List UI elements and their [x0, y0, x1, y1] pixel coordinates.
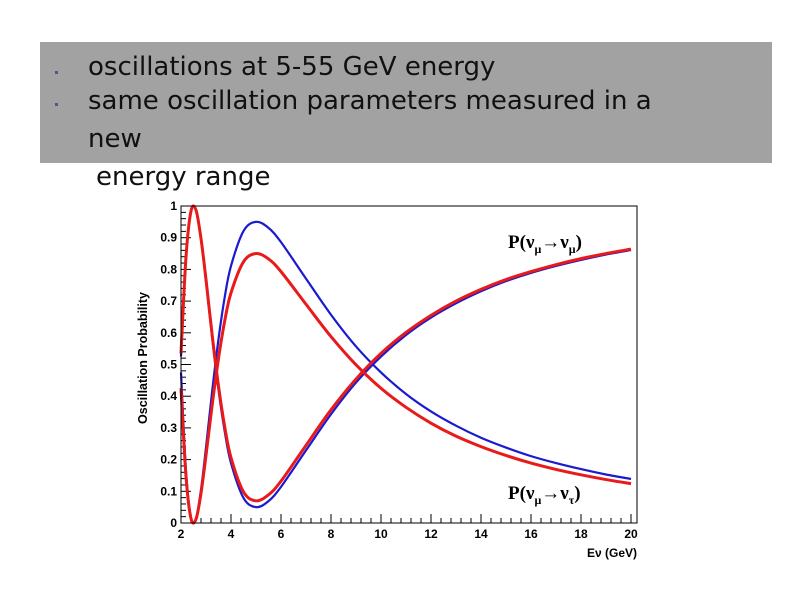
bullet-icon: [55, 103, 58, 106]
series-line-1: [179, 220, 632, 525]
bullet-text-1: oscillations at 5-55 GeV energy: [88, 52, 496, 82]
survival-label: P(νμ→νμ): [508, 232, 582, 256]
y-tick-label: 0.4: [160, 389, 177, 403]
x-tick-label: 20: [624, 527, 638, 541]
bullet-text-2-cont: new: [88, 124, 142, 154]
x-tick-label: 10: [374, 527, 388, 541]
y-axis-label: Oscillation Probability: [136, 292, 150, 424]
x-tick-label: 2: [178, 527, 185, 541]
series-line-2: [179, 204, 632, 503]
x-tick-label: 6: [278, 527, 285, 541]
appearance-label: P(νμ→ντ): [508, 483, 581, 507]
axes: 2 4 6 8 10 12 14 16 18 20 0 0.1 0.2 0.3 0.4 0.5 0.6 0.7 0.…: [160, 199, 638, 541]
highlight-box: [40, 42, 772, 163]
y-tick-label: 0.2: [160, 453, 177, 467]
y-tick-label: 0.3: [160, 421, 177, 435]
bullet-text-2: same oscillation parameters measured in …: [88, 86, 652, 116]
y-tick-label: 0.6: [160, 326, 177, 340]
y-tick-label: 0.7: [160, 294, 177, 308]
y-tick-label: 0.5: [160, 358, 177, 372]
series-line-3: [179, 252, 632, 525]
y-tick-label: 0: [170, 516, 177, 530]
bullet-text-3: energy range: [96, 162, 271, 192]
bullet-icon: [55, 71, 58, 74]
curves: [179, 204, 632, 525]
x-axis-label: Eν (GeV): [587, 546, 637, 560]
x-tick-label: 12: [424, 527, 438, 541]
plot-frame: [180, 205, 638, 524]
x-tick-label: 4: [228, 527, 235, 541]
y-tick-label: 0.1: [160, 484, 177, 498]
y-tick-label: 0.8: [160, 262, 177, 276]
x-tick-label: 18: [574, 527, 588, 541]
x-tick-label: 16: [524, 527, 538, 541]
y-tick-label: 0.9: [160, 231, 177, 245]
y-tick-label: 1: [170, 199, 177, 213]
x-tick-label: 14: [474, 527, 488, 541]
x-tick-label: 8: [328, 527, 335, 541]
